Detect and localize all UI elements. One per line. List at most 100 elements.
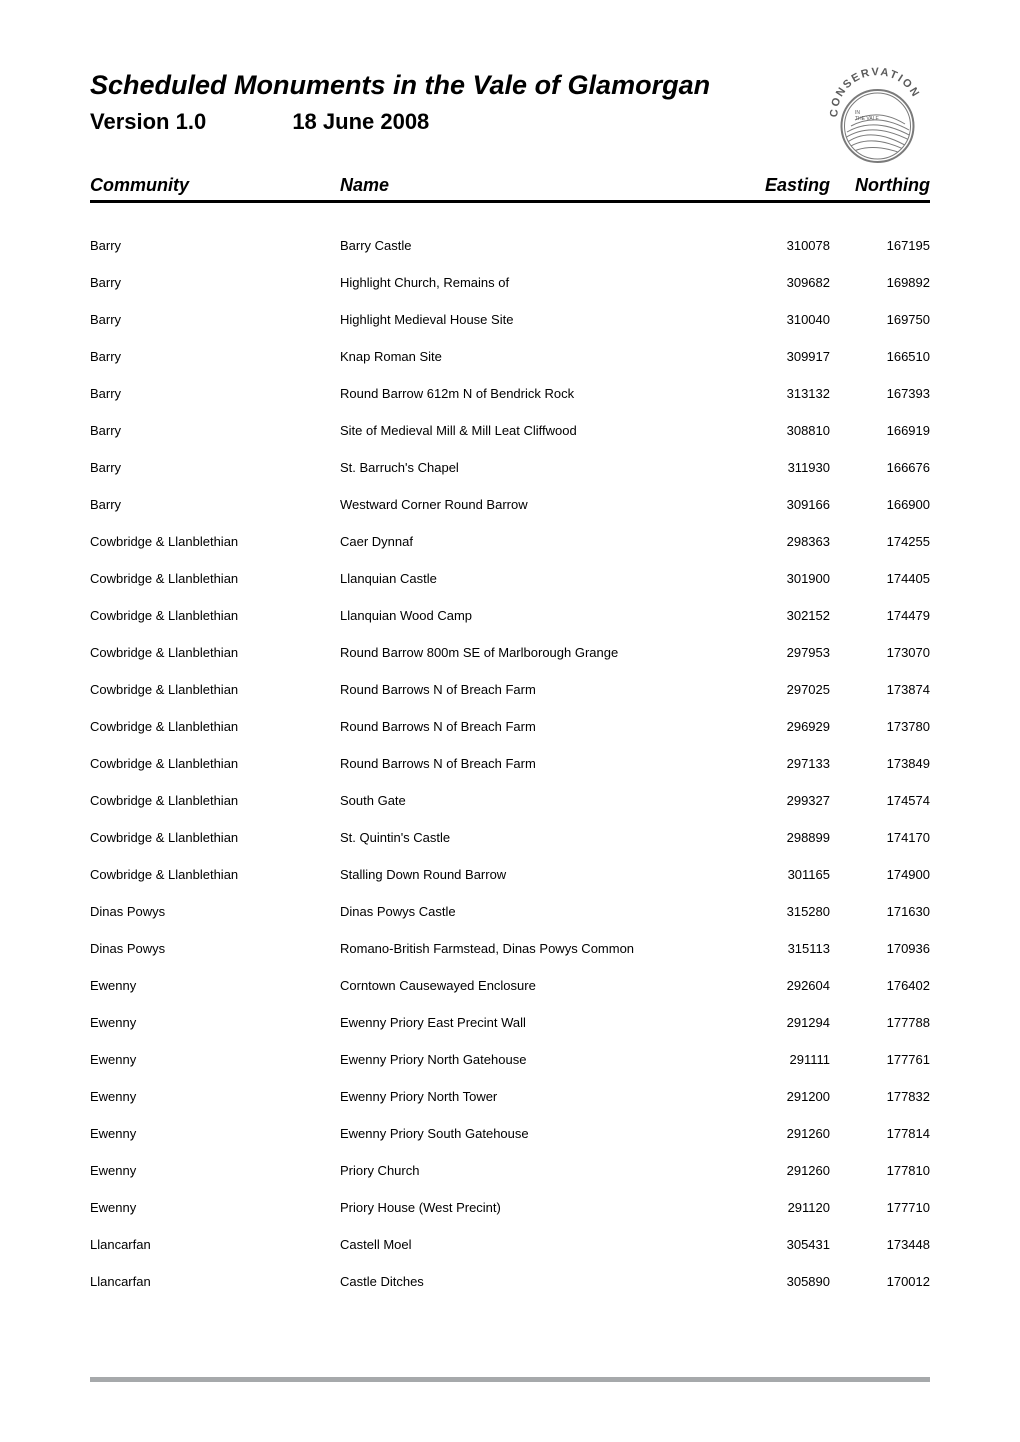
cell-community: Barry	[90, 460, 340, 475]
cell-community: Ewenny	[90, 978, 340, 993]
cell-easting: 291294	[730, 1015, 830, 1030]
cell-northing: 167195	[830, 238, 930, 253]
cell-community: Cowbridge & Llanblethian	[90, 571, 340, 586]
table-row: BarrySt. Barruch's Chapel311930166676	[90, 449, 930, 486]
cell-name: Ewenny Priory North Tower	[340, 1089, 730, 1104]
cell-northing: 177814	[830, 1126, 930, 1141]
date-label: 18 June 2008	[292, 109, 429, 134]
cell-name: Highlight Medieval House Site	[340, 312, 730, 327]
column-headers: Community Name Easting Northing	[90, 171, 930, 203]
title-row: Scheduled Monuments in the Vale of Glamo…	[90, 70, 930, 171]
cell-name: Castle Ditches	[340, 1274, 730, 1289]
cell-northing: 173849	[830, 756, 930, 771]
cell-northing: 174170	[830, 830, 930, 845]
cell-name: Ewenny Priory North Gatehouse	[340, 1052, 730, 1067]
cell-community: Barry	[90, 312, 340, 327]
cell-northing: 173874	[830, 682, 930, 697]
title-block: Scheduled Monuments in the Vale of Glamo…	[90, 70, 825, 153]
cell-name: Round Barrows N of Breach Farm	[340, 719, 730, 734]
svg-text:THE VALE: THE VALE	[855, 116, 879, 122]
cell-easting: 297953	[730, 645, 830, 660]
cell-community: Cowbridge & Llanblethian	[90, 867, 340, 882]
table-row: Cowbridge & LlanblethianCaer Dynnaf29836…	[90, 523, 930, 560]
table-row: Cowbridge & LlanblethianRound Barrows N …	[90, 708, 930, 745]
cell-name: Priory Church	[340, 1163, 730, 1178]
cell-northing: 174479	[830, 608, 930, 623]
col-community: Community	[90, 175, 340, 196]
cell-easting: 301900	[730, 571, 830, 586]
cell-name: Caer Dynnaf	[340, 534, 730, 549]
cell-easting: 310078	[730, 238, 830, 253]
cell-community: Ewenny	[90, 1052, 340, 1067]
cell-community: Dinas Powys	[90, 941, 340, 956]
cell-community: Cowbridge & Llanblethian	[90, 719, 340, 734]
cell-easting: 305431	[730, 1237, 830, 1252]
footer-rule	[90, 1377, 930, 1382]
cell-easting: 298899	[730, 830, 830, 845]
cell-easting: 291200	[730, 1089, 830, 1104]
cell-northing: 166919	[830, 423, 930, 438]
cell-northing: 166900	[830, 497, 930, 512]
cell-northing: 177761	[830, 1052, 930, 1067]
table-row: EwennyCorntown Causewayed Enclosure29260…	[90, 967, 930, 1004]
table-row: Dinas PowysRomano-British Farmstead, Din…	[90, 930, 930, 967]
cell-northing: 177832	[830, 1089, 930, 1104]
cell-northing: 170012	[830, 1274, 930, 1289]
cell-easting: 298363	[730, 534, 830, 549]
table-row: EwennyEwenny Priory South Gatehouse29126…	[90, 1115, 930, 1152]
table-row: BarrySite of Medieval Mill & Mill Leat C…	[90, 412, 930, 449]
doc-title: Scheduled Monuments in the Vale of Glamo…	[90, 70, 825, 101]
cell-name: Barry Castle	[340, 238, 730, 253]
cell-community: Barry	[90, 349, 340, 364]
cell-community: Barry	[90, 386, 340, 401]
cell-northing: 173070	[830, 645, 930, 660]
cell-name: St. Barruch's Chapel	[340, 460, 730, 475]
cell-name: Corntown Causewayed Enclosure	[340, 978, 730, 993]
cell-community: Barry	[90, 238, 340, 253]
cell-name: Ewenny Priory East Precint Wall	[340, 1015, 730, 1030]
cell-easting: 291120	[730, 1200, 830, 1215]
cell-northing: 177788	[830, 1015, 930, 1030]
col-name: Name	[340, 175, 730, 196]
cell-northing: 174255	[830, 534, 930, 549]
table-row: Cowbridge & LlanblethianSouth Gate299327…	[90, 782, 930, 819]
cell-community: Llancarfan	[90, 1274, 340, 1289]
cell-northing: 167393	[830, 386, 930, 401]
cell-easting: 310040	[730, 312, 830, 327]
cell-community: Barry	[90, 423, 340, 438]
cell-northing: 173780	[830, 719, 930, 734]
cell-name: Llanquian Wood Camp	[340, 608, 730, 623]
table-row: Cowbridge & LlanblethianRound Barrows N …	[90, 745, 930, 782]
cell-easting: 292604	[730, 978, 830, 993]
cell-name: South Gate	[340, 793, 730, 808]
cell-easting: 309166	[730, 497, 830, 512]
cell-name: Site of Medieval Mill & Mill Leat Cliffw…	[340, 423, 730, 438]
cell-name: Round Barrow 800m SE of Marlborough Gran…	[340, 645, 730, 660]
cell-community: Ewenny	[90, 1200, 340, 1215]
cell-name: Stalling Down Round Barrow	[340, 867, 730, 882]
cell-community: Cowbridge & Llanblethian	[90, 793, 340, 808]
cell-name: Castell Moel	[340, 1237, 730, 1252]
cell-easting: 297133	[730, 756, 830, 771]
table-row: Cowbridge & LlanblethianStalling Down Ro…	[90, 856, 930, 893]
cell-name: Highlight Church, Remains of	[340, 275, 730, 290]
cell-community: Dinas Powys	[90, 904, 340, 919]
cell-community: Ewenny	[90, 1126, 340, 1141]
cell-name: Llanquian Castle	[340, 571, 730, 586]
cell-easting: 291260	[730, 1163, 830, 1178]
cell-northing: 169892	[830, 275, 930, 290]
table-row: BarryWestward Corner Round Barrow3091661…	[90, 486, 930, 523]
cell-name: Priory House (West Precint)	[340, 1200, 730, 1215]
cell-name: Romano-British Farmstead, Dinas Powys Co…	[340, 941, 730, 956]
cell-northing: 166676	[830, 460, 930, 475]
table-row: Cowbridge & LlanblethianLlanquian Castle…	[90, 560, 930, 597]
table-row: BarryHighlight Church, Remains of3096821…	[90, 264, 930, 301]
cell-easting: 315113	[730, 941, 830, 956]
cell-name: Ewenny Priory South Gatehouse	[340, 1126, 730, 1141]
cell-name: Round Barrows N of Breach Farm	[340, 682, 730, 697]
cell-name: Knap Roman Site	[340, 349, 730, 364]
cell-northing: 174574	[830, 793, 930, 808]
cell-northing: 171630	[830, 904, 930, 919]
table-row: EwennyEwenny Priory North Gatehouse29111…	[90, 1041, 930, 1078]
cell-northing: 173448	[830, 1237, 930, 1252]
